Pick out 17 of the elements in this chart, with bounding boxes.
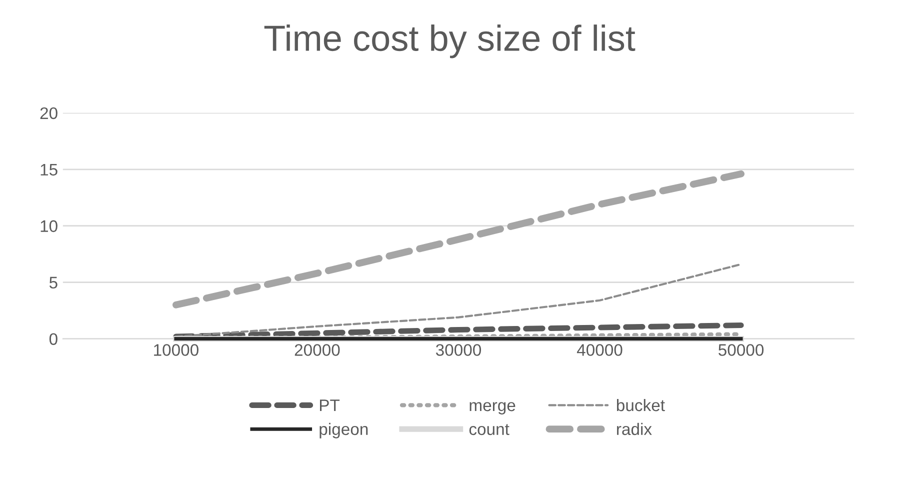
legend-label: PT <box>320 400 340 412</box>
legend-label: merge <box>470 402 516 414</box>
x-tick-label: 30000 <box>436 344 482 356</box>
x-tick-label: 20000 <box>294 344 340 356</box>
x-tick-label: 40000 <box>576 344 622 356</box>
x-tick-label: 10000 <box>154 344 198 356</box>
chart-title: Time cost by size of list <box>264 24 636 58</box>
x-tick-label: 50000 <box>718 344 764 356</box>
legend-label: pigeon <box>320 422 368 438</box>
y-tick-label: 15 <box>40 164 58 176</box>
y-tick-label: 10 <box>40 220 58 232</box>
legend-label: bucket <box>616 398 665 412</box>
legend-label: count <box>469 424 510 436</box>
y-tick-label: 20 <box>40 107 58 120</box>
y-tick-label: 5 <box>49 276 58 289</box>
y-tick-label: 0 <box>49 333 58 345</box>
legend-label: radix <box>617 422 652 436</box>
